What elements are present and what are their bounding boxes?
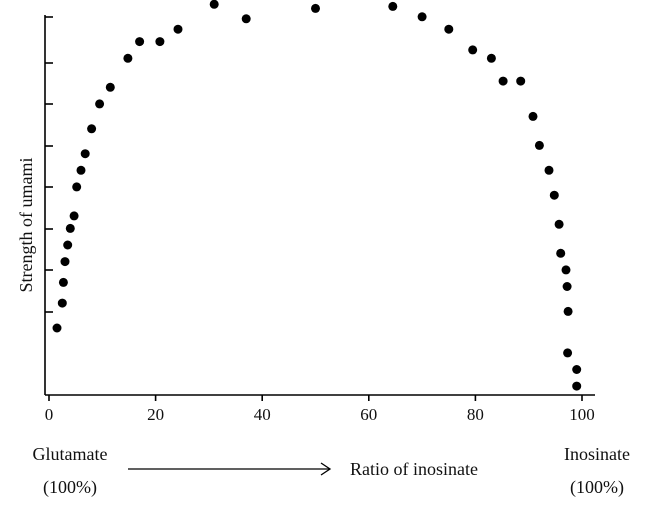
data-point-18 [241, 14, 251, 24]
data-point-9 [80, 149, 90, 159]
data-point-10 [87, 124, 97, 134]
x-tick-label-1: 20 [147, 405, 164, 424]
data-point-25 [498, 76, 508, 86]
data-point-7 [72, 182, 82, 192]
data-point-1 [57, 298, 67, 308]
left-endpoint-percent: (100%) [43, 477, 97, 498]
x-tick-label-5: 100 [569, 405, 595, 424]
data-point-31 [554, 219, 564, 229]
data-point-37 [572, 365, 582, 374]
x-axis-title: Ratio of inosinate [350, 459, 478, 479]
data-point-21 [417, 12, 427, 22]
x-tick-label-2: 40 [254, 405, 271, 424]
y-axis-title: Strength of umami [16, 158, 36, 293]
data-point-23 [468, 45, 478, 55]
data-point-3 [60, 257, 70, 267]
data-point-30 [549, 190, 559, 200]
data-point-24 [486, 53, 496, 63]
data-point-19 [311, 3, 320, 13]
left-endpoint-label: Glutamate [33, 444, 108, 464]
data-point-16 [173, 24, 183, 34]
x-tick-label-0: 0 [45, 405, 54, 424]
data-point-4 [63, 240, 73, 250]
data-point-17 [209, 0, 219, 9]
y-axis-ticks [45, 16, 53, 313]
data-point-35 [563, 306, 573, 316]
data-point-15 [155, 37, 165, 47]
x-tick-label-3: 60 [360, 405, 377, 424]
data-point-12 [105, 82, 115, 92]
data-points [52, 0, 582, 391]
data-point-28 [534, 140, 544, 150]
data-point-2 [58, 277, 68, 287]
data-point-13 [123, 53, 133, 63]
data-point-38 [572, 381, 582, 391]
right-endpoint-percent: (100%) [570, 477, 624, 498]
data-point-29 [544, 165, 554, 175]
data-point-22 [444, 24, 454, 34]
data-point-5 [65, 223, 75, 233]
data-point-33 [561, 265, 571, 275]
data-point-6 [69, 211, 79, 221]
x-axis-ticks: 0 20 40 60 80 100 [45, 395, 595, 424]
data-point-36 [563, 348, 573, 358]
data-point-27 [528, 111, 538, 121]
data-point-8 [76, 165, 86, 175]
right-endpoint-label: Inosinate [564, 444, 630, 464]
data-point-26 [516, 76, 526, 86]
data-point-11 [95, 99, 105, 109]
data-point-34 [562, 282, 572, 291]
data-point-0 [52, 323, 62, 333]
x-tick-label-4: 80 [467, 405, 484, 424]
direction-arrow [128, 462, 332, 476]
data-point-32 [556, 248, 566, 258]
data-point-14 [135, 37, 145, 47]
data-point-20 [388, 1, 398, 11]
